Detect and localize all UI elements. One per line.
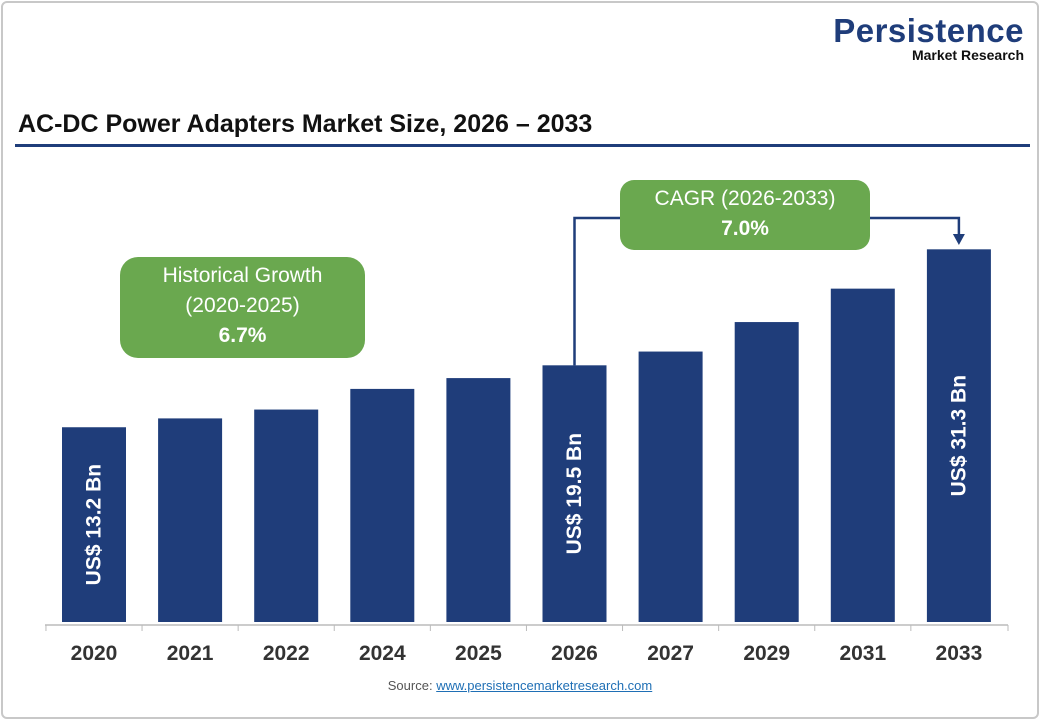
bar-2020 <box>62 427 126 622</box>
bar-2025 <box>446 378 511 622</box>
historical-label: Historical Growth <box>162 264 323 287</box>
source: Source: www.persistencemarketresearch.co… <box>0 678 1040 693</box>
cagr-connector <box>573 216 620 366</box>
source-label: Source: <box>387 678 433 693</box>
data-label-2026: US$ 19.5 Bn <box>563 433 586 554</box>
historical-value: 6.7% <box>218 324 267 347</box>
bar-2031 <box>830 288 895 622</box>
cagr-box: CAGR (2026-2033) 7.0% <box>620 180 870 250</box>
arrow-icon <box>952 234 965 245</box>
logo-sub: Market Research <box>911 47 1024 63</box>
historical-growth-box: Historical Growth (2020-2025) 6.7% <box>120 257 365 358</box>
bar-2029 <box>734 322 799 622</box>
x-tick-label: 2031 <box>839 642 886 665</box>
logo-name: Persistence <box>833 12 1024 49</box>
x-tick-label: 2025 <box>455 642 502 665</box>
title-rule <box>15 144 1030 147</box>
x-tick-label: 2024 <box>359 642 406 665</box>
cagr-value: 7.0% <box>721 217 769 240</box>
bar-2021 <box>158 418 223 622</box>
bar-2027 <box>638 351 703 622</box>
bar-2022 <box>254 409 319 622</box>
bar-2026 <box>542 365 607 622</box>
x-tick-label: 2021 <box>167 642 214 665</box>
logo: Persistence Market Research <box>822 12 1024 63</box>
data-label-2020: US$ 13.2 Bn <box>83 464 106 585</box>
cagr-label: CAGR (2026-2033) <box>654 187 836 210</box>
bar-2033 <box>926 249 991 623</box>
bar-2024 <box>350 388 415 622</box>
chart-title: AC-DC Power Adapters Market Size, 2026 –… <box>18 110 593 138</box>
x-tick-label: 2020 <box>71 642 118 665</box>
historical-period: (2020-2025) <box>185 294 300 317</box>
x-tick-label: 2033 <box>936 642 983 665</box>
x-tick-label: 2026 <box>551 642 598 665</box>
x-tick-label: 2022 <box>263 642 310 665</box>
source-link[interactable]: www.persistencemarketresearch.com <box>436 678 653 693</box>
x-tick-label: 2029 <box>743 642 790 665</box>
data-label-2033: US$ 31.3 Bn <box>947 375 970 496</box>
cagr-connector <box>870 216 961 236</box>
x-tick-label: 2027 <box>647 642 694 665</box>
